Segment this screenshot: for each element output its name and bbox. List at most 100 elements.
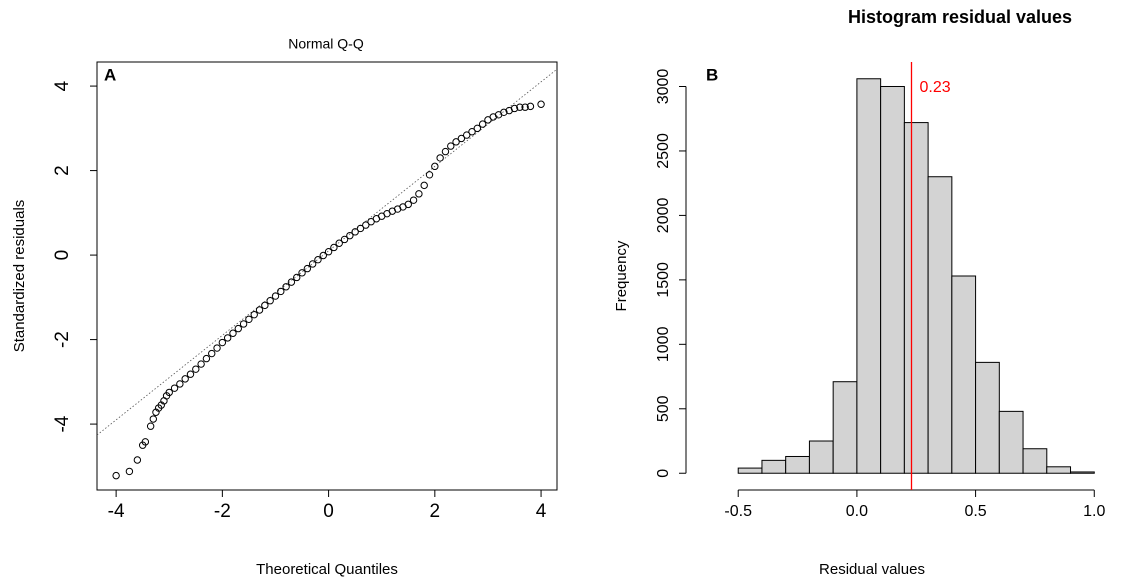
point <box>245 315 253 324</box>
point <box>510 104 519 113</box>
point <box>141 438 150 446</box>
point <box>340 235 349 244</box>
point <box>319 251 327 260</box>
point <box>218 338 227 347</box>
point <box>537 100 545 108</box>
x-tick-label: -0.5 <box>724 503 752 520</box>
point <box>146 422 155 430</box>
y-tick-label: -2 <box>52 331 73 348</box>
x-tick-label: -4 <box>108 501 125 522</box>
point <box>335 239 343 247</box>
point <box>208 349 216 358</box>
vline-label: 0.23 <box>919 79 950 96</box>
y-tick-label: 3000 <box>655 69 672 105</box>
point <box>170 384 179 392</box>
point <box>478 120 487 128</box>
point <box>277 287 285 296</box>
point <box>468 128 476 136</box>
point <box>452 138 460 146</box>
y-tick-label: 1500 <box>655 262 672 298</box>
point <box>192 365 200 373</box>
bar <box>737 467 763 474</box>
point <box>404 200 412 209</box>
point <box>415 190 423 198</box>
point <box>420 181 428 190</box>
y-tick-label: 0 <box>655 469 672 478</box>
point <box>500 108 508 116</box>
point <box>239 320 248 328</box>
x-tick-label: 1.0 <box>1083 503 1105 520</box>
x-tick-label: 0 <box>323 501 334 522</box>
point <box>186 370 195 378</box>
y-tick-label: 2 <box>52 165 73 176</box>
point <box>197 360 205 368</box>
point <box>457 134 466 143</box>
y-axis-label: Frequency <box>613 240 630 311</box>
point <box>362 221 370 229</box>
x-axis-label: Residual values <box>819 561 925 578</box>
point <box>330 243 338 252</box>
bar <box>903 122 929 474</box>
bar <box>1022 448 1048 474</box>
point <box>473 124 482 133</box>
bar <box>1070 471 1095 474</box>
bar <box>998 410 1024 474</box>
bar <box>951 275 977 474</box>
panel-label: B <box>706 65 718 84</box>
x-tick-label: 4 <box>536 501 547 522</box>
point <box>303 264 312 273</box>
point <box>516 103 524 111</box>
point <box>356 224 365 233</box>
chart-title: Normal Q-Q <box>288 36 364 52</box>
x-axis-label: Theoretical Quantiles <box>256 561 398 578</box>
point <box>409 196 418 204</box>
point <box>521 103 529 111</box>
point <box>165 388 173 397</box>
point <box>202 354 211 363</box>
chart-title: Histogram residual values <box>848 7 1072 27</box>
point <box>181 375 189 383</box>
point <box>255 306 264 314</box>
bar <box>785 455 810 474</box>
panel-label: A <box>104 65 116 84</box>
y-tick-label: 1000 <box>655 326 672 362</box>
y-tick-label: 4 <box>52 80 73 91</box>
bar <box>856 78 882 474</box>
bar <box>1046 466 1072 474</box>
point <box>462 131 471 139</box>
point <box>436 154 444 162</box>
point <box>447 142 455 150</box>
point <box>176 380 184 388</box>
point <box>112 471 120 480</box>
point <box>149 415 158 423</box>
y-tick-label: 2000 <box>655 198 672 234</box>
point <box>324 248 333 256</box>
plot-frame <box>96 61 558 491</box>
point <box>266 297 274 305</box>
bar <box>880 85 905 474</box>
y-tick-label: 500 <box>655 395 672 422</box>
x-tick-label: 2 <box>430 501 441 522</box>
point <box>125 467 134 476</box>
point <box>351 228 359 236</box>
point <box>287 278 296 286</box>
point <box>314 256 322 264</box>
point <box>431 162 439 171</box>
point <box>441 147 450 156</box>
y-tick-label: 2500 <box>655 133 672 169</box>
point <box>425 171 434 179</box>
point <box>234 324 242 333</box>
x-tick-label: 0.5 <box>964 503 986 520</box>
y-axis-label: Standardized residuals <box>11 200 28 353</box>
point <box>261 301 269 310</box>
x-tick-label: -2 <box>214 501 231 522</box>
point <box>282 283 290 291</box>
point <box>308 260 317 268</box>
point <box>293 273 301 282</box>
y-tick-label: -4 <box>52 415 73 432</box>
y-tick-label: 0 <box>52 250 73 261</box>
point <box>133 456 142 464</box>
bar <box>761 459 787 474</box>
